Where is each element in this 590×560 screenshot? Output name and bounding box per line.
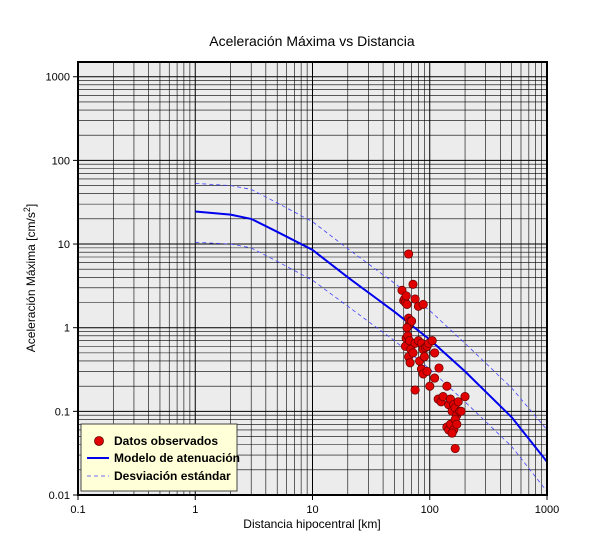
plot-frame bbox=[77, 61, 548, 496]
y-tick-label: 10 bbox=[58, 239, 70, 251]
chart-title: Aceleración Máxima vs Distancia bbox=[209, 33, 415, 49]
y-tick-label: 1000 bbox=[46, 72, 70, 84]
model-line bbox=[195, 210, 548, 463]
y-axis-label: Aceleración Máxima [cm/s2] bbox=[22, 204, 38, 352]
data-point bbox=[407, 316, 417, 326]
legend-label-stddev: Desviación estándar bbox=[114, 469, 231, 483]
y-tick-label: 0.1 bbox=[55, 406, 70, 418]
stddev-lower-line bbox=[195, 241, 548, 492]
data-point bbox=[408, 348, 418, 358]
data-point bbox=[456, 406, 466, 416]
data-point bbox=[402, 323, 412, 333]
y-tick-label: 0.01 bbox=[49, 490, 70, 502]
data-point bbox=[442, 381, 452, 391]
y-tick-label: 100 bbox=[52, 155, 70, 167]
legend: Datos observados Modelo de atenuación De… bbox=[80, 423, 240, 492]
data-point bbox=[419, 352, 429, 362]
legend-marker-observed bbox=[94, 436, 104, 446]
x-tick-label: 100 bbox=[421, 504, 439, 516]
data-point bbox=[452, 419, 462, 429]
x-tick-label: 1 bbox=[192, 504, 198, 516]
x-tick-label: 1000 bbox=[535, 504, 559, 516]
grid bbox=[77, 62, 547, 496]
data-point bbox=[422, 366, 432, 376]
x-tick-label: 0.1 bbox=[70, 504, 85, 516]
data-point bbox=[401, 291, 411, 301]
x-tick-label: 10 bbox=[306, 504, 318, 516]
y-axis-label-end: ] bbox=[24, 204, 38, 207]
data-point bbox=[418, 299, 428, 309]
y-tick-label: 1 bbox=[64, 323, 70, 335]
data-point bbox=[460, 392, 470, 402]
data-point bbox=[402, 299, 412, 309]
data-point bbox=[434, 363, 444, 373]
series-layer bbox=[195, 183, 548, 492]
x-axis-label: Distancia hipocentral [km] bbox=[243, 517, 380, 531]
legend-label-observed: Datos observados bbox=[114, 434, 218, 448]
y-axis-label-main: Aceleración Máxima [cm/s bbox=[24, 212, 38, 352]
y-axis-label-sup: 2 bbox=[22, 207, 32, 212]
legend-label-model: Modelo de atenuación bbox=[114, 451, 240, 465]
data-point bbox=[410, 385, 420, 395]
data-point bbox=[447, 428, 457, 438]
data-point bbox=[427, 336, 437, 346]
data-point bbox=[450, 443, 460, 454]
data-point bbox=[430, 373, 440, 383]
data-point bbox=[425, 381, 435, 391]
stddev-upper-line bbox=[195, 183, 548, 431]
data-point bbox=[404, 249, 414, 259]
data-point bbox=[453, 397, 463, 407]
data-point bbox=[408, 279, 418, 289]
data-point bbox=[430, 348, 440, 358]
data-point bbox=[405, 358, 415, 368]
